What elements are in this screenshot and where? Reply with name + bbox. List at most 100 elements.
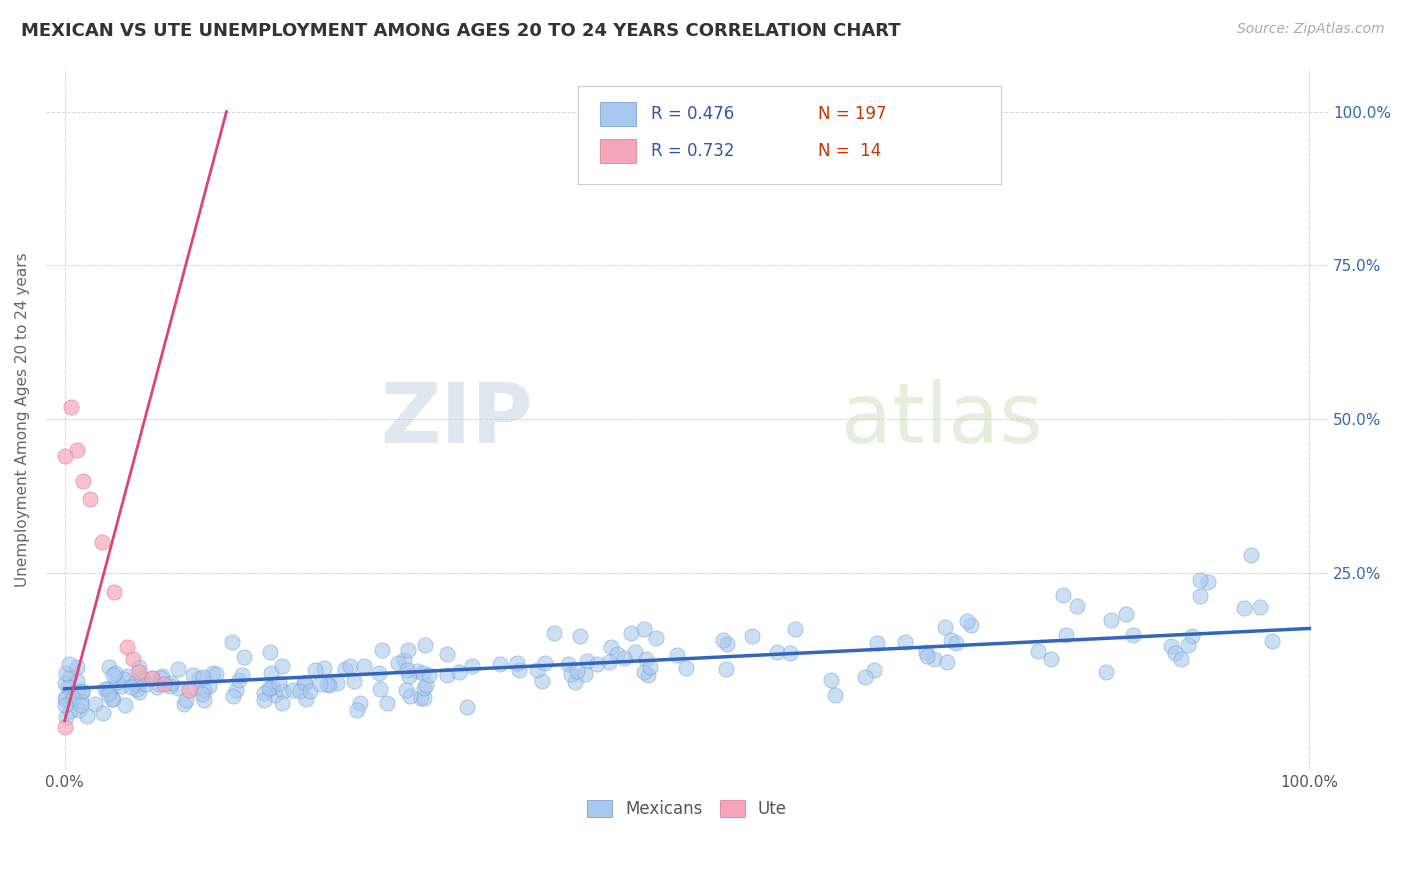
Point — [70, 694, 93, 708]
Point — [415, 677, 437, 691]
Point — [406, 665, 429, 679]
Point — [1115, 607, 1137, 621]
Point — [489, 657, 512, 672]
Point — [418, 668, 440, 682]
Point — [148, 677, 170, 691]
Point — [326, 676, 349, 690]
Point — [460, 658, 482, 673]
Point — [387, 657, 409, 671]
Point — [567, 665, 589, 679]
Point — [396, 643, 419, 657]
Point — [299, 684, 322, 698]
Point — [396, 663, 419, 677]
FancyBboxPatch shape — [578, 86, 1001, 185]
Point — [371, 642, 394, 657]
Point — [1233, 601, 1256, 615]
Point — [72, 474, 94, 488]
Point — [114, 698, 136, 712]
Point — [779, 646, 801, 660]
Point — [314, 660, 336, 674]
Point — [122, 652, 145, 666]
Point — [55, 710, 77, 724]
Point — [201, 666, 224, 681]
Point — [259, 645, 281, 659]
Point — [866, 635, 889, 649]
Point — [557, 657, 579, 671]
Point — [449, 665, 471, 679]
Point — [412, 690, 434, 705]
Point — [716, 637, 738, 651]
Point — [1189, 589, 1212, 603]
Point — [606, 647, 628, 661]
Point — [1189, 573, 1212, 587]
Point — [166, 662, 188, 676]
Point — [316, 677, 339, 691]
Point — [72, 684, 94, 698]
Text: ZIP: ZIP — [381, 379, 533, 459]
Point — [349, 696, 371, 710]
Legend: Mexicans, Ute: Mexicans, Ute — [581, 793, 793, 825]
Point — [98, 660, 121, 674]
Point — [915, 649, 938, 664]
Point — [198, 680, 221, 694]
Point — [110, 679, 132, 693]
Point — [945, 635, 967, 649]
Point — [232, 650, 254, 665]
Point — [1177, 638, 1199, 652]
Point — [128, 665, 150, 679]
Point — [76, 709, 98, 723]
Point — [179, 683, 201, 698]
Point — [1101, 613, 1123, 627]
Point — [181, 668, 204, 682]
Point — [59, 400, 82, 414]
Point — [956, 614, 979, 628]
Point — [568, 629, 591, 643]
FancyBboxPatch shape — [600, 103, 636, 126]
Point — [228, 673, 250, 687]
Point — [221, 635, 243, 649]
Point — [153, 677, 176, 691]
Point — [257, 681, 280, 695]
Point — [543, 626, 565, 640]
Point — [124, 676, 146, 690]
Point — [343, 673, 366, 688]
Point — [333, 662, 356, 676]
Point — [894, 635, 917, 649]
Point — [409, 690, 432, 705]
Point — [505, 656, 527, 670]
Point — [55, 690, 77, 705]
Point — [135, 677, 157, 691]
Point — [145, 681, 167, 695]
Point — [120, 680, 142, 694]
Point — [413, 639, 436, 653]
Point — [70, 685, 93, 699]
Point — [58, 657, 80, 672]
Point — [270, 659, 292, 673]
Point — [398, 669, 420, 683]
Point — [294, 675, 316, 690]
Point — [53, 720, 76, 734]
Point — [526, 663, 548, 677]
Point — [1249, 599, 1271, 614]
Point — [173, 697, 195, 711]
Point — [533, 656, 555, 670]
Point — [741, 629, 763, 643]
Point — [1170, 651, 1192, 665]
Point — [399, 689, 422, 703]
Point — [959, 617, 981, 632]
Point — [97, 687, 120, 701]
Point — [600, 640, 623, 654]
Text: atlas: atlas — [841, 379, 1043, 459]
Point — [128, 660, 150, 674]
Point — [922, 652, 945, 666]
Point — [67, 703, 90, 717]
Point — [176, 693, 198, 707]
Point — [290, 683, 312, 698]
Point — [412, 681, 434, 696]
Point — [783, 622, 806, 636]
Point — [267, 676, 290, 690]
Point — [392, 653, 415, 667]
Point — [141, 671, 163, 685]
Point — [353, 659, 375, 673]
Text: R = 0.476: R = 0.476 — [651, 105, 734, 123]
